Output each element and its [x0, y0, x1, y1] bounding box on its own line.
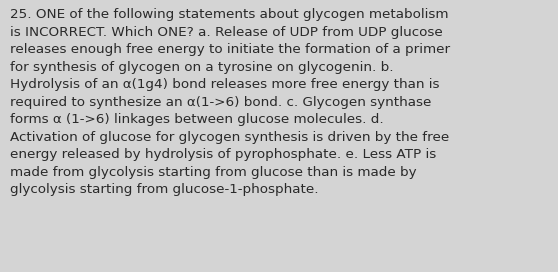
- Text: 25. ONE of the following statements about glycogen metabolism
is INCORRECT. Whic: 25. ONE of the following statements abou…: [10, 8, 450, 196]
